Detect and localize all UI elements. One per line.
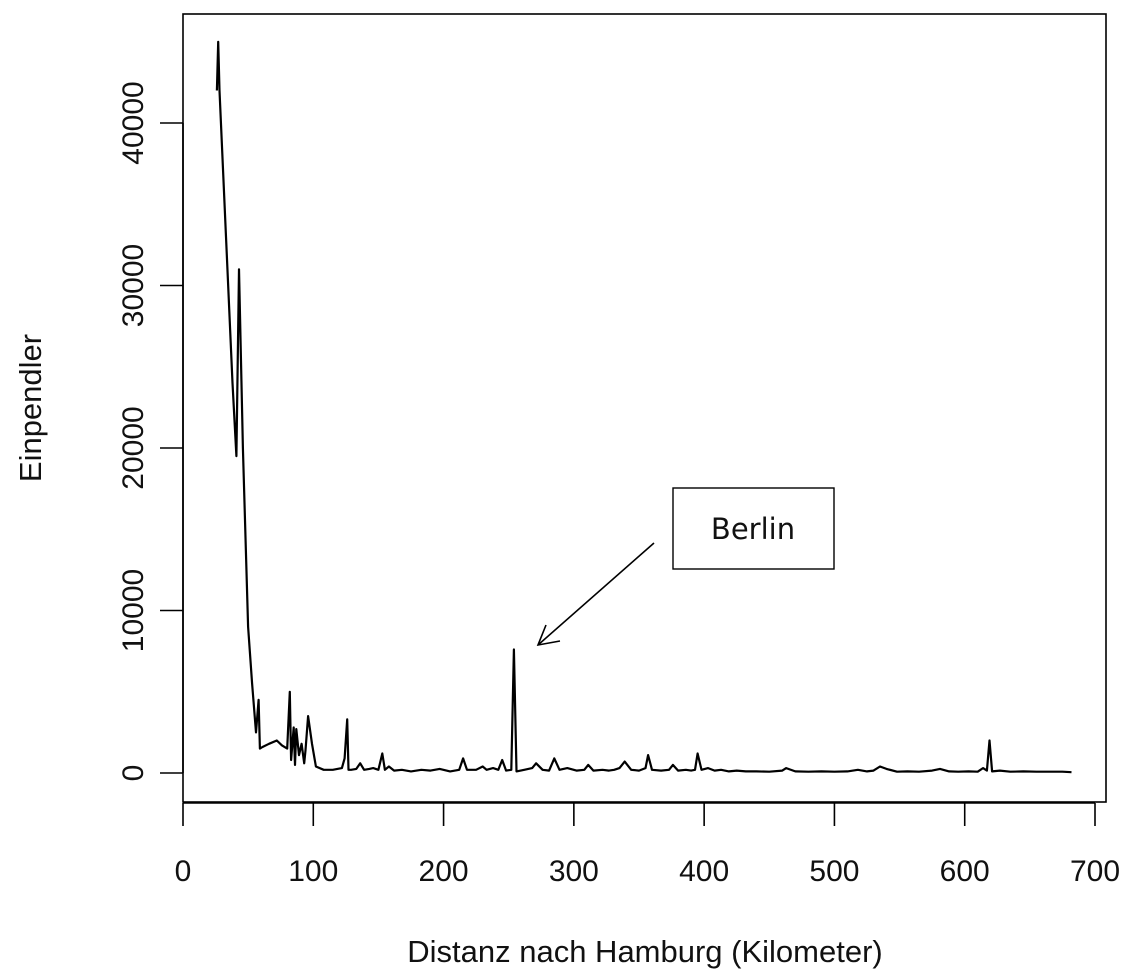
x-axis-title: Distanz nach Hamburg (Kilometer) [407,934,883,969]
annotation-box [672,487,835,570]
x-tick-label: 600 [940,855,990,888]
x-tick-label: 400 [679,855,729,888]
annotation-label-berlin: Berlin [711,512,795,546]
annotation-arrowhead [536,624,561,647]
x-tick-label: 200 [419,855,469,888]
x-axis: 0 100 200 300 400 500 600 700 [175,802,1120,888]
y-tick-label: 20000 [117,406,150,489]
annotation-layer: Berlin [536,487,835,647]
series-line-einpendler [215,40,1072,774]
y-tick-label: 40000 [117,81,150,164]
x-tick-label: 700 [1070,855,1120,888]
x-tick-label: 500 [809,855,859,888]
series-layer [215,40,1072,774]
x-tick-label: 100 [288,855,338,888]
y-axis-title: Einpendler [13,334,48,482]
y-tick-label: 30000 [117,244,150,327]
y-tick-label: 10000 [117,569,150,652]
annotation-arrow [537,542,655,646]
x-tick-label: 300 [549,855,599,888]
x-tick-label: 0 [175,855,192,888]
y-tick-label: 0 [117,765,150,782]
y-axis: 0 10000 20000 30000 40000 [117,81,184,782]
